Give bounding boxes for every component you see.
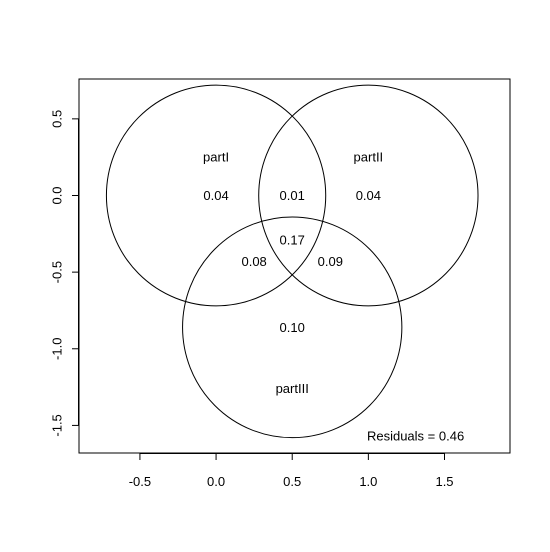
set-circle-partIII: [182, 216, 403, 439]
x-tick-label: 0.0: [207, 474, 225, 489]
plot-frame: [78, 78, 511, 454]
set-label-partI: partI: [203, 150, 229, 165]
residuals-label: Residuals = 0.46: [367, 429, 464, 444]
set-label-partIII: partIII: [276, 381, 309, 396]
region-value-partI-partII-partIII: 0.17: [280, 232, 305, 247]
y-tick-label: 0.5: [50, 110, 65, 128]
x-tick-label: 0.5: [283, 474, 301, 489]
x-axis: -0.5 0.0 0.5 1.0 1.5: [129, 453, 454, 489]
y-axis: 0.5 0.0 -0.5 -1.0 -1.5: [50, 110, 79, 437]
region-labels: partI partII partIII 0.04 0.01 0.04 0.17 0.08 0.…: [203, 150, 383, 396]
y-tick-label: -1.0: [50, 338, 65, 360]
y-tick-label: -1.5: [50, 414, 65, 436]
region-value-partII-partIII: 0.09: [318, 254, 343, 269]
region-value-partI: 0.04: [203, 188, 228, 203]
set-label-partII: partII: [354, 150, 384, 165]
y-tick-label: 0.0: [50, 186, 65, 204]
region-value-partI-partIII: 0.08: [241, 254, 266, 269]
y-tick-label: -0.5: [50, 261, 65, 283]
set-circles: [105, 84, 479, 439]
set-circle-partII: [258, 84, 479, 307]
x-tick-label: 1.5: [435, 474, 453, 489]
x-tick-label: -0.5: [129, 474, 151, 489]
region-value-partI-partII: 0.01: [280, 188, 305, 203]
set-circle-partI: [105, 84, 327, 307]
region-value-partII: 0.04: [356, 188, 381, 203]
region-value-partIII: 0.10: [280, 320, 305, 335]
x-tick-label: 1.0: [359, 474, 377, 489]
